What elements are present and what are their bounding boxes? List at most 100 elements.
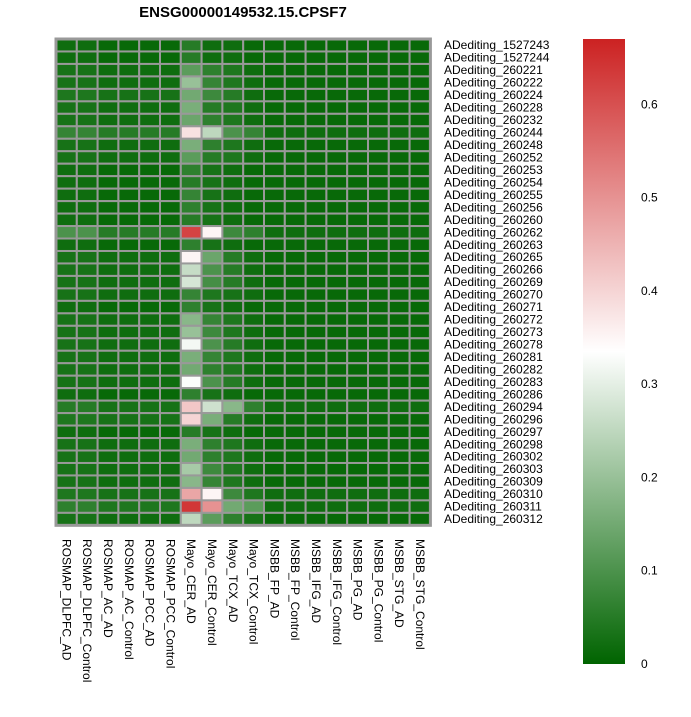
heatmap-cell — [55, 75, 78, 90]
heatmap-cell — [325, 175, 349, 190]
row-label: ADediting_260281 — [444, 350, 543, 364]
row-label: ADediting_260286 — [444, 387, 543, 401]
heatmap-cell — [96, 449, 120, 464]
heatmap-cell — [159, 162, 182, 178]
row-label: ADediting_260294 — [444, 400, 543, 414]
heatmap-cell — [346, 412, 370, 427]
heatmap-cell — [138, 449, 161, 464]
heatmap-cell — [283, 349, 307, 365]
heatmap-cell — [346, 324, 370, 340]
heatmap-cell — [283, 299, 307, 315]
heatmap-cell — [283, 100, 307, 115]
heatmap-cell — [200, 437, 224, 452]
heatmap-cell — [200, 287, 224, 302]
heatmap-cell — [242, 312, 265, 327]
heatmap-cell — [138, 299, 161, 315]
heatmap-cell — [159, 437, 182, 452]
heatmap-cell — [283, 175, 307, 190]
heatmap-cell — [117, 362, 141, 377]
heatmap-cell — [242, 75, 265, 90]
heatmap-cell — [263, 87, 286, 103]
heatmap-cell — [283, 187, 307, 203]
row-label: ADediting_260254 — [444, 175, 543, 189]
heatmap-cell — [325, 511, 349, 527]
heatmap-cell — [117, 499, 141, 514]
heatmap-cell — [367, 249, 390, 265]
heatmap-cell — [304, 38, 328, 53]
heatmap-cell — [263, 387, 286, 402]
heatmap-cell — [283, 62, 307, 78]
heatmap-cell — [117, 249, 141, 265]
heatmap-cell — [304, 62, 328, 78]
heatmap-cell — [221, 362, 245, 377]
heatmap-cell — [408, 349, 432, 365]
heatmap-cell — [179, 324, 203, 340]
heatmap-cell — [55, 374, 78, 390]
heatmap-cell — [117, 137, 141, 153]
heatmap-cell — [304, 137, 328, 153]
heatmap-cell — [346, 299, 370, 315]
heatmap-cell — [159, 62, 182, 78]
heatmap-cell — [283, 112, 307, 128]
heatmap-cell — [96, 38, 120, 53]
row-label: ADediting_260266 — [444, 263, 543, 277]
heatmap-cell — [55, 212, 78, 228]
heatmap-cell — [387, 374, 411, 390]
heatmap-cell — [117, 424, 141, 440]
heatmap-cell — [221, 486, 245, 502]
heatmap-cell — [96, 499, 120, 514]
heatmap-cell — [75, 486, 99, 502]
heatmap-border — [54, 37, 432, 527]
heatmap-cell — [242, 437, 265, 452]
heatmap-cell — [242, 387, 265, 402]
heatmap-cell — [387, 100, 411, 115]
heatmap-cell — [325, 212, 349, 228]
heatmap-cell — [159, 424, 182, 440]
heatmap-cell — [325, 424, 349, 440]
heatmap-cell — [200, 474, 224, 489]
heatmap-cell — [408, 62, 432, 78]
heatmap-cell — [96, 412, 120, 427]
heatmap-cell — [325, 299, 349, 315]
heatmap-cell — [367, 137, 390, 153]
heatmap-cell — [117, 162, 141, 178]
heatmap-cell — [179, 150, 203, 165]
heatmap-cell — [55, 499, 78, 514]
column-label: Mayo_CER_Control — [205, 539, 219, 646]
row-label: ADediting_260278 — [444, 338, 543, 352]
heatmap-cell — [179, 50, 203, 65]
heatmap-cell — [221, 399, 245, 415]
heatmap-cell — [346, 274, 370, 290]
heatmap-cell — [387, 187, 411, 203]
heatmap-cell — [221, 249, 245, 265]
heatmap-cell — [408, 237, 432, 252]
heatmap-cell — [387, 125, 411, 140]
heatmap-cell — [387, 511, 411, 527]
heatmap-cell — [263, 474, 286, 489]
heatmap-cell — [200, 187, 224, 203]
heatmap-cell — [179, 337, 203, 352]
heatmap-cell — [221, 299, 245, 315]
heatmap-cell — [242, 225, 265, 240]
heatmap-cell — [75, 200, 99, 215]
heatmap-cell — [263, 125, 286, 140]
heatmap-cell — [325, 387, 349, 402]
heatmap-cell — [138, 324, 161, 340]
heatmap-cell — [304, 499, 328, 514]
heatmap-cell — [242, 200, 265, 215]
heatmap-cell — [75, 499, 99, 514]
heatmap-cell — [346, 424, 370, 440]
heatmap-cell — [55, 125, 78, 140]
heatmap-cell — [117, 349, 141, 365]
heatmap-cell — [159, 274, 182, 290]
heatmap-cell — [304, 150, 328, 165]
heatmap-cell — [408, 287, 432, 302]
heatmap-cell — [242, 112, 265, 128]
heatmap-cell — [117, 511, 141, 527]
heatmap-cell — [96, 162, 120, 178]
heatmap-cell — [263, 449, 286, 464]
row-label: ADediting_260232 — [444, 113, 543, 127]
heatmap-cell — [387, 62, 411, 78]
heatmap-cell — [159, 100, 182, 115]
heatmap-cell — [221, 50, 245, 65]
